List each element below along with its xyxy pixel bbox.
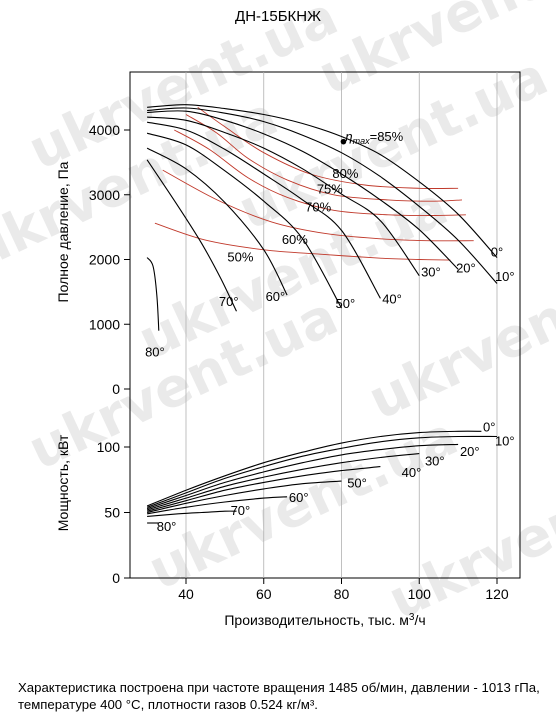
pressure-tick-label: 4000 [89,122,120,138]
pressure-annotation: 40° [382,292,402,307]
efficiency-curve-60pct [162,169,474,242]
plot-frame [129,71,521,579]
x-tick-label: 100 [408,586,432,602]
pressure-annotation: ηmax=85% [345,129,403,146]
pressure-annotation: 0° [491,244,503,259]
pressure-tick-label: 0 [112,381,120,397]
x-tick-label: 80 [334,586,350,602]
power-tick-label: 0 [112,570,120,586]
power-curve-50deg [146,480,342,514]
grid [185,72,498,578]
power-curve-40deg [146,466,381,512]
x-tick-label: 120 [485,586,509,602]
pressure-annotation: 60° [266,289,286,304]
pressure-axis-label: Полное давление, Па [55,161,71,302]
pressure-annotation: 10° [495,269,515,284]
power-curve-10deg [146,435,498,508]
power-axis-label: Мощность, кВт [55,434,71,531]
pressure-tick-label: 3000 [89,187,120,203]
pressure-annotation: 80% [332,166,358,181]
pressure-curve-20deg [147,110,459,270]
power-annotation: 80° [157,519,177,534]
power-annotation: 10° [495,434,515,449]
efficiency-curve-50pct [154,222,451,261]
efficiency-curve-75pct [185,114,463,202]
x-tick-label: 40 [178,586,194,602]
x-tick-label: 60 [256,586,272,602]
power-annotation: 30° [425,453,445,468]
pressure-tick-label: 1000 [89,316,120,332]
caption: Характеристика построена при частоте вра… [18,680,540,712]
pressure-annotation: 70° [219,294,239,309]
pressure-curve-10deg [147,107,498,284]
pressure-curves [146,104,498,331]
power-annotation: 60° [289,490,309,505]
power-curve-70deg [147,510,237,517]
power-annotation: 40° [402,465,422,480]
power-tick-label: 50 [104,505,120,521]
pressure-curve-80deg [146,257,160,331]
pressure-annotation: 75% [317,181,343,196]
power-curve-30deg [146,453,420,511]
x-axis-label: Производительность, тыс. м3/ч [224,612,425,628]
pressure-curve-70deg [146,159,237,312]
pressure-annotation: 50° [336,296,356,311]
power-annotation: 20° [460,444,480,459]
pressure-curve-50deg [146,132,342,309]
curve-labels: ηmax=85%80%75%70%60%50%70° 60° 50° 40°30° 20… [145,129,515,534]
power-tick-label: 100 [97,439,121,455]
power-curve-20deg [146,443,459,510]
pressure-curve-40deg [146,121,381,299]
eta-max-point [340,138,347,145]
pressure-curve-30deg [147,116,420,277]
power-annotation: 50° [347,476,367,491]
power-annotation: 0° [483,419,495,434]
pressure-annotation: 70% [305,200,331,215]
pressure-annotation: 60% [282,232,308,247]
watermark-layer: ukrvent.uaukrvent.uaukrvent.uaukrvent.ua… [0,0,556,632]
pressure-curve-0deg [147,104,498,258]
pressure-annotation: 50% [227,249,253,264]
pressure-curve-60deg [146,147,288,296]
pressure-tick-label: 2000 [89,252,120,268]
chart-title: ДН-15БКНЖ [235,8,321,25]
pressure-annotation: 30° [421,264,441,279]
power-curve-0deg [146,430,482,507]
power-annotation: 70° [231,503,251,518]
pressure-annotation: 80° [145,345,165,360]
power-curve-60deg [147,496,288,515]
pressure-annotation: 20° [456,260,476,275]
axis-ticks: 0 1000 2000 3000 4000 0 50 100 40 60 80 100 120 [89,122,509,602]
power-curves [146,430,498,524]
